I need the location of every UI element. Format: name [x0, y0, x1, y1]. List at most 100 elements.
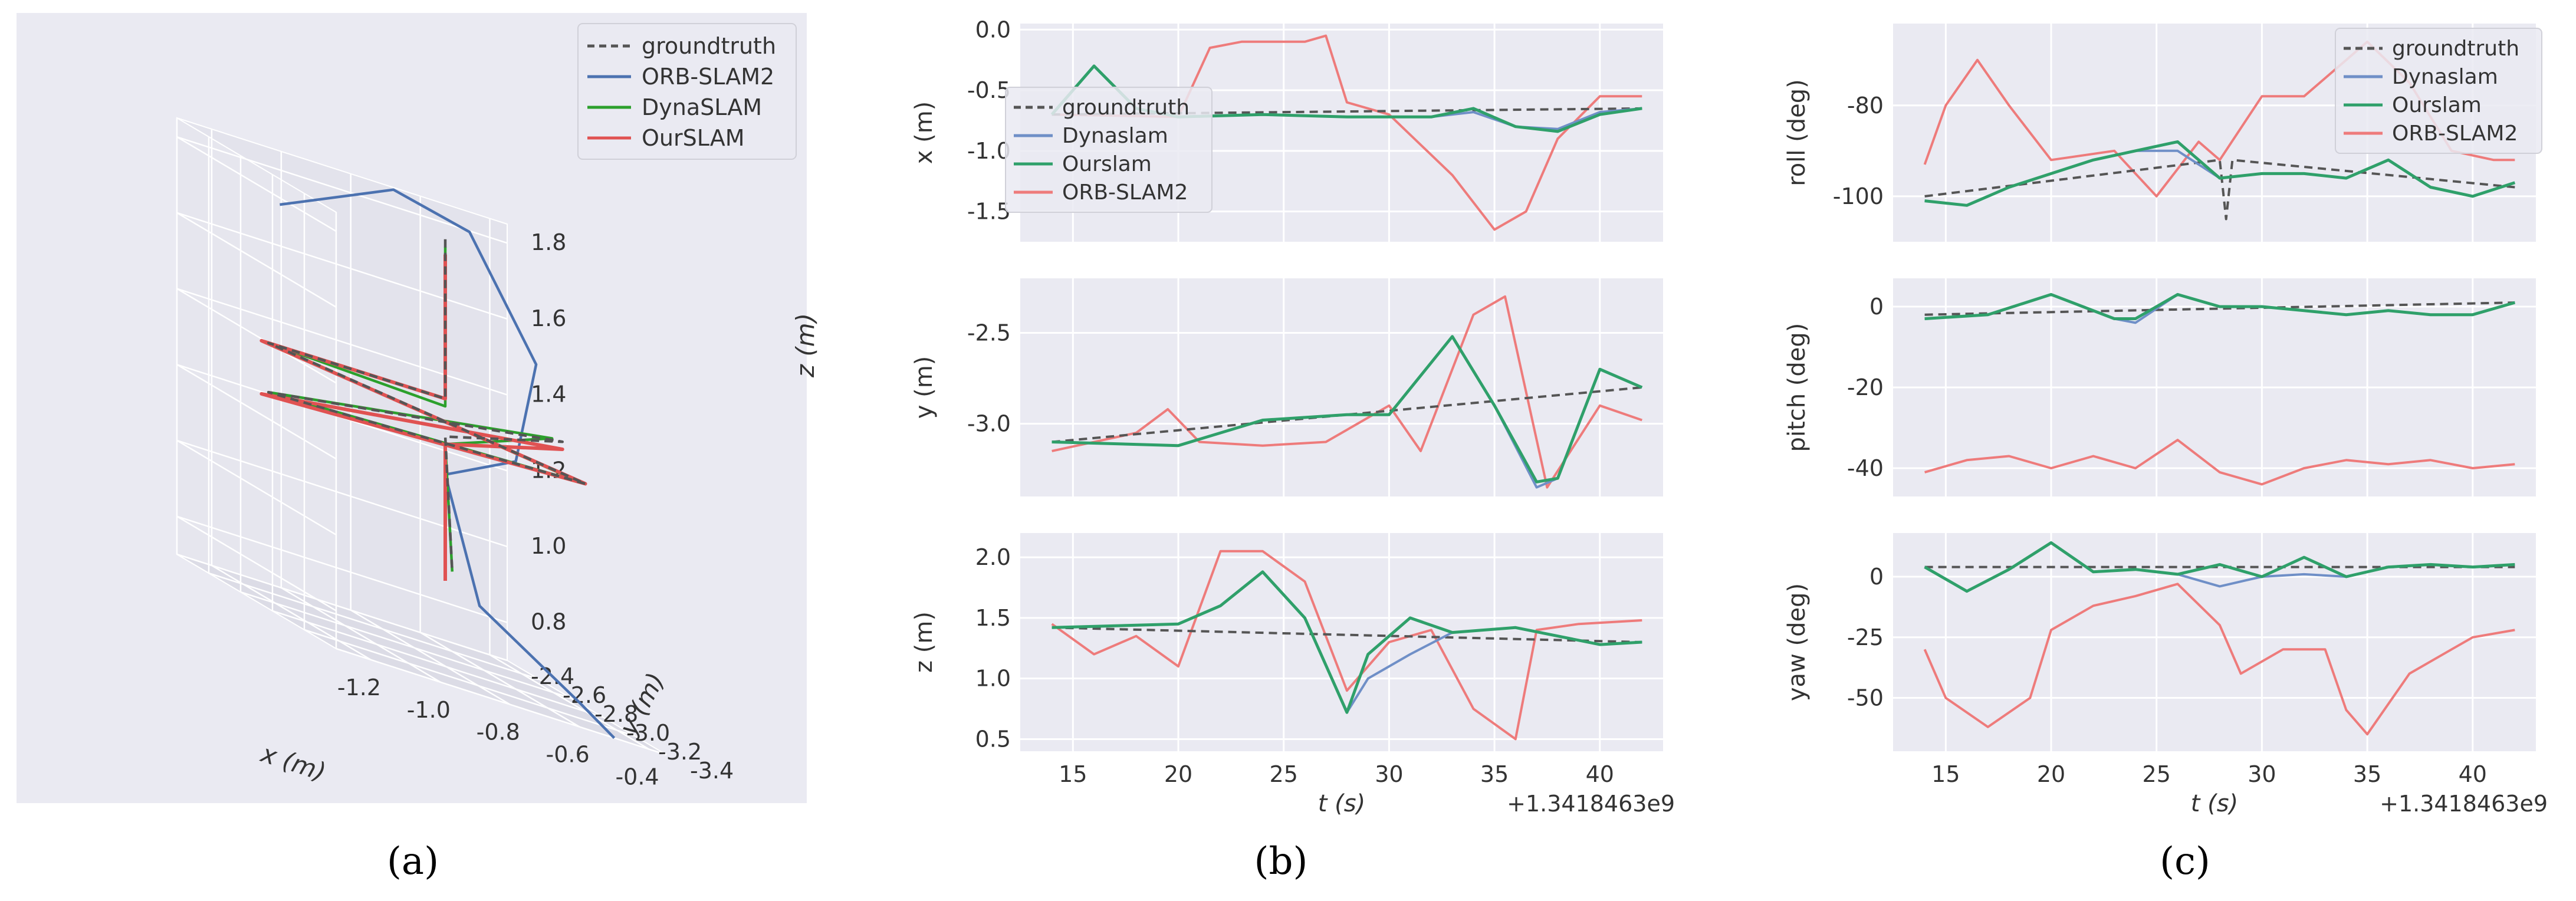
x-tick-label: 40 [1586, 761, 1614, 787]
z-tick-label: 1.0 [531, 533, 566, 559]
grid-line [176, 212, 337, 308]
series-line-orb-slam2 [1052, 295, 1642, 489]
panel-b-subplot-3: 15 20 25 30 35 40 2.0 1.5 1.0 0.5 z (m) t (s) +1.341… [911, 533, 1675, 817]
legend: groundtruth Dynaslam Ourslam ORB-SLAM2 [1005, 87, 1213, 213]
y-tick-label: -1.0 [967, 138, 1011, 164]
legend-box [2335, 28, 2542, 154]
y-tick-label: -25 [1847, 624, 1884, 650]
x-tick-label: -0.6 [546, 742, 590, 768]
y-axis-label: x (m) [911, 101, 938, 165]
series-line-ourslam [1924, 140, 2516, 207]
y-axis-label: z (m) [911, 611, 938, 673]
grid-line [176, 439, 337, 536]
grid-line [176, 364, 337, 460]
x-tick-label: 20 [2037, 761, 2065, 787]
y-axis-label: pitch (deg) [1783, 323, 1811, 452]
z-tick-label: 1.6 [531, 305, 566, 331]
panel-label-a: (a) [387, 840, 439, 883]
y-tick-label: -20 [1847, 374, 1884, 400]
y-axis-label: yaw (deg) [1783, 583, 1811, 701]
grid-line [176, 553, 508, 662]
grid-line [176, 439, 508, 548]
grid-line [350, 609, 511, 705]
series-line-ourslam [1924, 541, 2515, 593]
y-tick-label: 0.5 [975, 726, 1011, 752]
y-tick-label: 0.0 [975, 17, 1011, 42]
legend: groundtruth Dynaslam Ourslam ORB-SLAM2 [2335, 28, 2542, 154]
y-tick-label: -1.5 [967, 199, 1011, 225]
panel-b-subplot-2: -2.5 -3.0 y (m) [911, 278, 1663, 496]
panel-c-subplot-2: 0 -20 -40 pitch (deg) [1783, 278, 2536, 496]
y-tick-label: -3.4 [690, 758, 734, 784]
legend-label: Dynaslam [2392, 65, 2498, 89]
x-tick-label: -0.4 [615, 764, 659, 790]
series-line-groundtruth [1924, 301, 2515, 316]
x-tick-label: 35 [2353, 761, 2381, 787]
z-tick-label: 1.8 [531, 229, 566, 255]
y-tick-label: 0 [1869, 564, 1884, 590]
grid-line [208, 572, 540, 680]
z-tick-label: 1.4 [531, 382, 566, 407]
trajectory-orb-slam2 [280, 188, 616, 739]
legend-box [1005, 87, 1213, 213]
grid-line [176, 515, 337, 611]
series-line-groundtruth [1052, 626, 1642, 643]
legend-label: OurSLAM [642, 125, 745, 151]
legend-label: Ourslam [1062, 152, 1152, 176]
panel-c-subplot-3: 15 20 25 30 35 40 0 -25 -50 yaw (deg) t (s) +1.3418… [1783, 533, 2548, 817]
y-tick-label: 2.0 [975, 544, 1011, 570]
series-line-ourslam [1052, 570, 1642, 714]
legend-label: DynaSLAM [642, 94, 762, 120]
x-axis-label: t (s) [2191, 790, 2238, 817]
x-tick-label: 25 [2143, 761, 2171, 787]
panel-c-subplot-1: -80 -100 roll (deg) groundtruth Dynaslam Ours… [1783, 24, 2542, 242]
grid-line [272, 610, 603, 718]
z-tick-label: 0.8 [531, 609, 566, 635]
panel-label-c: (c) [2160, 840, 2210, 883]
series-line-ourslam [1924, 292, 2515, 320]
y-axis-label: y (m) [911, 356, 938, 419]
grid-line [176, 136, 508, 244]
y-tick-label: -3.0 [626, 720, 670, 746]
y-tick-label: -3.2 [658, 739, 702, 765]
x-tick-label: -0.8 [477, 719, 520, 745]
y-axis-label: roll (deg) [1783, 79, 1811, 186]
y-tick-label: 1.0 [975, 666, 1011, 692]
legend-box [577, 23, 797, 160]
x-tick-label: -1.2 [337, 675, 381, 701]
panel-label-b: (b) [1254, 840, 1308, 883]
x-offset-label: +1.3418463e9 [1507, 791, 1675, 817]
x-tick-label: 30 [1375, 761, 1403, 787]
grid-line [211, 564, 372, 661]
subplot-background [1020, 533, 1663, 751]
series-line-ourslam [1052, 335, 1643, 484]
z-axis-label: z (m) [791, 313, 820, 378]
series-line-orb-slam2 [1924, 439, 2515, 486]
grid-line [336, 647, 667, 756]
y-tick-label: -0.5 [967, 77, 1011, 103]
panel-a-3d-plot: -1.2 -1.0 -0.8 -0.6 -0.4 -3.4-3.2-3.0-2.8-2.6… [176, 23, 820, 790]
grid-line [419, 632, 580, 728]
grid-line [304, 629, 635, 737]
panel-b-subplot-1: 0.0 -0.5 -1.0 -1.5 x (m) groundtruth Dynaslam O… [911, 17, 1663, 242]
x-tick-label: 15 [1059, 761, 1087, 787]
panel-c-plots: -80 -100 roll (deg) groundtruth Dynaslam Ours… [1783, 24, 2548, 817]
subplot-background [1020, 278, 1663, 496]
x-offset-label: +1.3418463e9 [2380, 791, 2548, 817]
y-tick-label: 1.5 [975, 605, 1011, 631]
series-line-groundtruth [1052, 386, 1642, 443]
grid-line [281, 587, 441, 683]
grid-line [240, 591, 571, 699]
grid-line [176, 136, 337, 232]
x-axis-label: t (s) [1318, 790, 1365, 817]
legend-label: groundtruth [642, 33, 776, 59]
legend-label: ORB-SLAM2 [2392, 121, 2518, 146]
panel-b-plots: 0.0 -0.5 -1.0 -1.5 x (m) groundtruth Dynaslam O… [911, 17, 1675, 817]
y-tick-label: -2.6 [563, 682, 606, 708]
y-tick-label: -80 [1847, 93, 1884, 119]
legend-label: groundtruth [2392, 37, 2519, 61]
y-tick-label: -3.0 [967, 411, 1011, 437]
legend-label: ORB-SLAM2 [642, 64, 774, 90]
y-tick-label: 0 [1869, 294, 1884, 320]
y-tick-label: -100 [1833, 183, 1884, 209]
